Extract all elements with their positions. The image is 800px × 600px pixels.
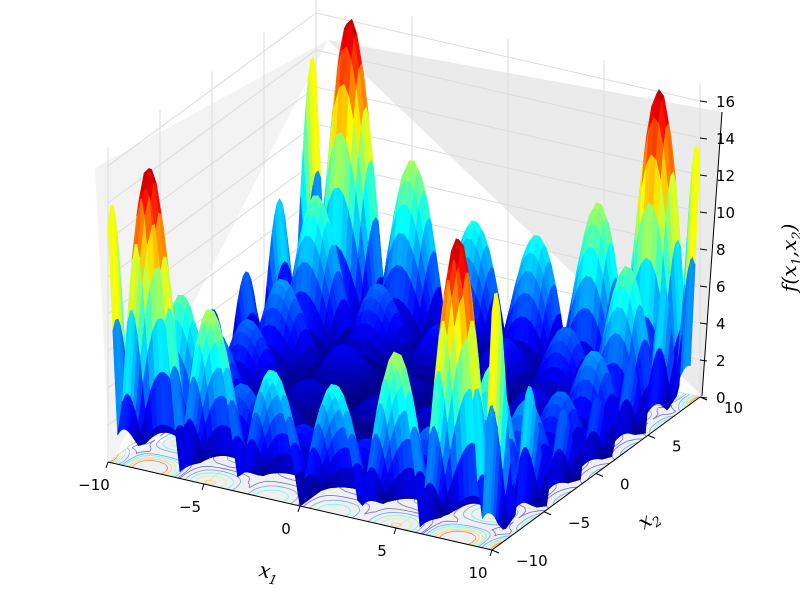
surface-mesh: [107, 18, 701, 530]
